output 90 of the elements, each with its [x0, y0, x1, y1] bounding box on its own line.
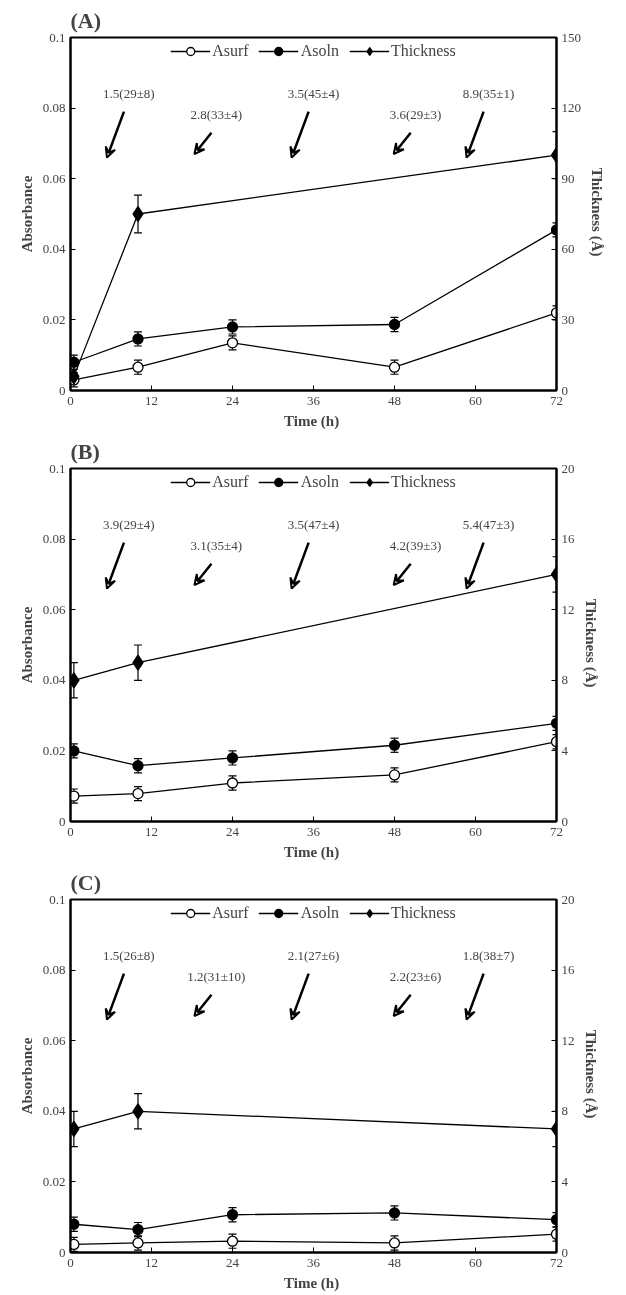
y-tick-label: 0.08: [42, 100, 66, 116]
x-tick-label: 72: [550, 823, 563, 839]
legend-label: Thickness: [390, 473, 456, 491]
y-tick-label: 0.08: [42, 962, 66, 978]
y2-tick-label: 0: [561, 813, 568, 829]
y2-tick-label: 8: [561, 672, 568, 688]
y-tick-label: 0.04: [42, 1103, 66, 1119]
annotation: 2.2(23±6): [389, 969, 442, 985]
annotation: 3.1(35±4): [190, 538, 243, 554]
y-tick-label: 0.1: [49, 460, 66, 476]
y-axis-title: Absorbance: [18, 606, 35, 684]
chart-title: (B): [70, 438, 100, 464]
annotation: 2.1(27±6): [287, 948, 340, 964]
y2-tick-label: 12: [561, 601, 575, 617]
y2-axis-title: Thickness (Å): [581, 1029, 599, 1119]
y-tick-label: 0: [59, 382, 66, 398]
x-tick-label: 36: [307, 392, 321, 408]
y-tick-label: 0: [59, 813, 66, 829]
y-tick-label: 0.02: [42, 742, 66, 758]
y2-tick-label: 120: [561, 100, 581, 116]
annotation: 2.8(33±4): [190, 107, 243, 123]
x-tick-label: 24: [226, 823, 240, 839]
x-tick-label: 12: [145, 823, 158, 839]
y-tick-label: 0.04: [42, 672, 66, 688]
annotation: 4.2(39±3): [389, 538, 442, 554]
y2-tick-label: 4: [561, 742, 569, 758]
x-tick-label: 36: [307, 823, 321, 839]
x-tick-label: 12: [145, 392, 158, 408]
y2-tick-label: 12: [561, 1032, 575, 1048]
x-tick-label: 48: [388, 392, 401, 408]
y2-tick-label: 90: [561, 170, 575, 186]
legend-label: Asoln: [300, 904, 339, 922]
legend-label: Asurf: [212, 42, 249, 60]
x-tick-label: 60: [469, 392, 482, 408]
chart-title: (A): [70, 7, 102, 33]
annotation: 3.6(29±3): [389, 107, 442, 123]
annotation: 8.9(35±1): [462, 86, 515, 102]
x-tick-label: 24: [226, 1254, 240, 1270]
y2-axis-title: Thickness (Å): [588, 167, 605, 257]
x-tick-label: 60: [469, 823, 482, 839]
x-tick-label: 72: [550, 392, 563, 408]
y-axis-title: Absorbance: [18, 1037, 35, 1115]
x-tick-label: 60: [469, 1254, 482, 1270]
y-tick-label: 0: [59, 1244, 66, 1260]
x-tick-label: 72: [550, 1254, 563, 1270]
y2-tick-label: 8: [561, 1103, 568, 1119]
annotation: 3.5(47±4): [287, 517, 340, 533]
y2-tick-label: 20: [561, 460, 575, 476]
legend-label: Thickness: [390, 904, 456, 922]
legend-label: Asurf: [212, 473, 249, 491]
y2-tick-label: 0: [561, 382, 568, 398]
x-tick-label: 36: [307, 1254, 321, 1270]
legend-label: Asurf: [212, 904, 249, 922]
annotation: 3.5(45±4): [287, 86, 340, 102]
annotation: 5.4(47±3): [462, 517, 515, 533]
y-axis-title: Absorbance: [18, 175, 35, 253]
y2-tick-label: 20: [561, 891, 575, 907]
annotation: 1.8(38±7): [462, 948, 515, 964]
y2-tick-label: 16: [561, 531, 575, 547]
y2-axis-title: Thickness (Å): [581, 598, 599, 688]
x-tick-label: 24: [226, 392, 240, 408]
y-tick-label: 0.04: [42, 241, 66, 257]
y2-tick-label: 4: [561, 1173, 569, 1189]
y-tick-label: 0.1: [49, 29, 66, 45]
x-axis-title: Time (h): [284, 843, 340, 861]
y-tick-label: 0.06: [42, 601, 66, 617]
y2-tick-label: 60: [561, 241, 575, 257]
x-tick-label: 48: [388, 823, 401, 839]
legend-label: Asoln: [300, 473, 339, 491]
x-tick-label: 48: [388, 1254, 401, 1270]
y-tick-label: 0.02: [42, 311, 66, 327]
x-axis-title: Time (h): [284, 1274, 340, 1292]
annotation: 1.5(29±8): [103, 86, 155, 102]
y-tick-label: 0.02: [42, 1173, 66, 1189]
y-tick-label: 0.08: [42, 531, 66, 547]
annotation: 3.9(29±4): [103, 517, 155, 533]
legend-label: Thickness: [390, 42, 456, 60]
legend-label: Asoln: [300, 42, 339, 60]
y-tick-label: 0.06: [42, 1032, 66, 1048]
annotation: 1.5(26±8): [103, 948, 155, 964]
y2-tick-label: 16: [561, 962, 575, 978]
chart-title: (C): [70, 869, 102, 895]
y2-tick-label: 30: [561, 311, 575, 327]
x-axis-title: Time (h): [284, 412, 340, 430]
annotation: 1.2(31±10): [187, 969, 246, 985]
x-tick-label: 12: [145, 1254, 158, 1270]
y-tick-label: 0.06: [42, 170, 66, 186]
y-tick-label: 0.1: [49, 891, 66, 907]
y2-tick-label: 150: [561, 29, 581, 45]
y2-tick-label: 0: [561, 1244, 568, 1260]
